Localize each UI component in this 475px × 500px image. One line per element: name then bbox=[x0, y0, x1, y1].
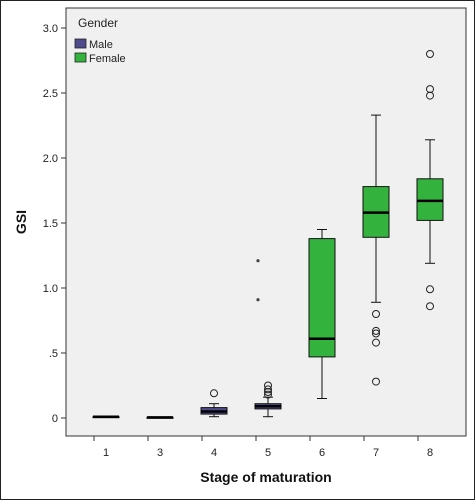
x-tick-label: 6 bbox=[319, 447, 325, 459]
x-tick-label: 3 bbox=[157, 447, 163, 459]
y-tick-label: 2.5 bbox=[43, 88, 58, 100]
x-tick-label: 1 bbox=[103, 447, 109, 459]
y-axis-title: GSI bbox=[13, 210, 29, 234]
extreme-point bbox=[256, 298, 260, 302]
iqr-box bbox=[308, 238, 336, 358]
box-1 bbox=[92, 415, 120, 419]
outlier-point bbox=[264, 381, 272, 390]
y-tick-label: 3.0 bbox=[43, 23, 58, 35]
outlier-point bbox=[372, 329, 380, 338]
y-tick-label: 0 bbox=[52, 413, 58, 425]
plot-area bbox=[65, 7, 467, 437]
box-7 bbox=[362, 114, 390, 386]
legend-title: Gender bbox=[78, 16, 118, 30]
box-3 bbox=[146, 416, 174, 419]
outlier-point bbox=[372, 338, 380, 347]
legend-swatch-female bbox=[74, 52, 87, 63]
y-tick-label: .5 bbox=[49, 348, 58, 360]
outlier-point bbox=[264, 390, 272, 399]
outlier-point bbox=[264, 385, 272, 394]
x-tick-label: 7 bbox=[373, 447, 379, 459]
outlier-point bbox=[426, 50, 434, 58]
y-tick-label: 1.0 bbox=[43, 283, 58, 295]
legend: Gender Male Female bbox=[74, 16, 126, 65]
box-8 bbox=[416, 50, 444, 311]
outlier-point bbox=[426, 302, 434, 311]
y-tick-label: 2.0 bbox=[43, 153, 58, 165]
x-tick-label: 4 bbox=[211, 447, 217, 459]
y-tick-label: 1.5 bbox=[43, 218, 58, 230]
box-6 bbox=[308, 229, 336, 399]
outlier-point bbox=[372, 310, 380, 318]
x-tick-label: 5 bbox=[265, 447, 271, 459]
x-axis-title: Stage of maturation bbox=[200, 469, 331, 485]
box-5 bbox=[254, 259, 282, 418]
x-tick-label: 8 bbox=[427, 447, 433, 459]
y-axis: 0 .5 1.0 1.5 2.0 2.5 3.0 bbox=[43, 23, 66, 425]
legend-label-male: Male bbox=[89, 39, 113, 51]
x-axis: 1 3 4 5 6 7 8 bbox=[93, 436, 433, 459]
extreme-point bbox=[256, 259, 260, 263]
legend-swatch-male bbox=[74, 38, 87, 49]
box-4 bbox=[200, 389, 228, 418]
outlier-point bbox=[372, 377, 380, 386]
outlier-point bbox=[372, 326, 380, 335]
outlier-point bbox=[426, 285, 434, 294]
box-series-group bbox=[92, 50, 444, 419]
outlier-point bbox=[426, 85, 434, 94]
outlier-point bbox=[210, 389, 218, 398]
legend-label-female: Female bbox=[89, 53, 126, 65]
iqr-box bbox=[416, 178, 444, 221]
